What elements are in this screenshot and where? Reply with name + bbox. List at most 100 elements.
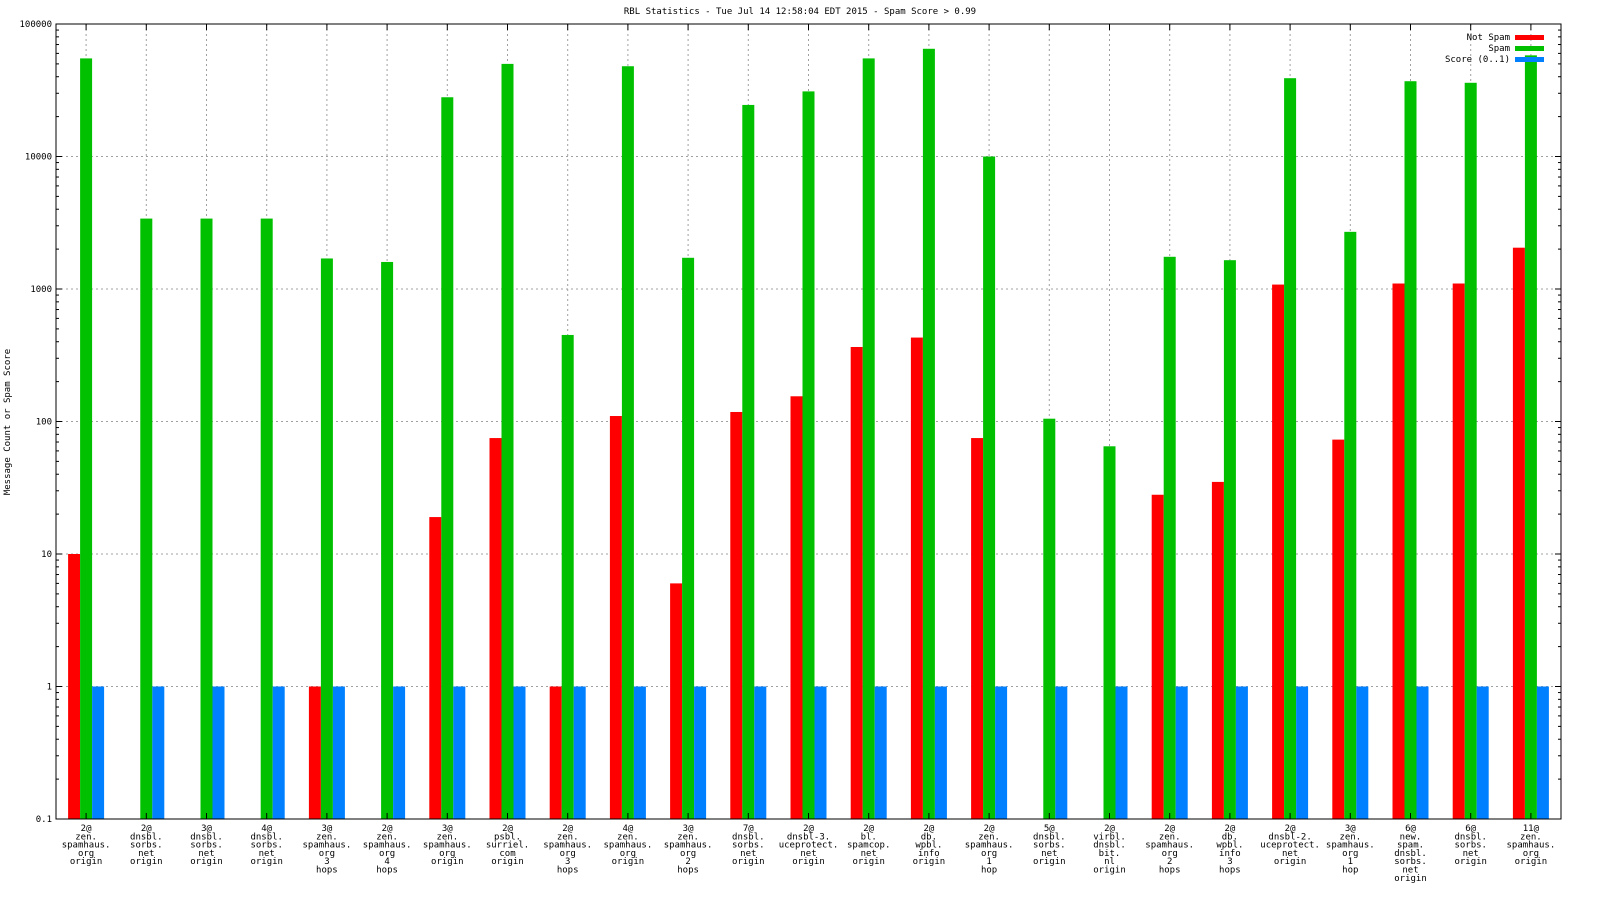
x-tick-label-line: origin xyxy=(792,857,825,867)
x-tick-label-line: origin xyxy=(431,857,464,867)
x-tick-label-line: 2@ xyxy=(1285,824,1296,834)
x-tick-label: 3@ zen. spamhaus. org 3 hops xyxy=(303,824,352,876)
bar-spam xyxy=(1223,260,1236,820)
y-tick-label: 10000 xyxy=(25,153,52,163)
x-tick-label: 3@ dnsbl. sorbs. net origin xyxy=(190,824,223,867)
x-tick-label-line: 2@ xyxy=(81,824,92,834)
bar-not-spam xyxy=(549,686,562,819)
x-tick-label-line: origin xyxy=(130,857,163,867)
y-tick-label: 1000 xyxy=(30,285,52,295)
chart-title: RBL Statistics - Tue Jul 14 12:58:04 EDT… xyxy=(624,7,976,17)
x-tick-label-line: spamhaus. xyxy=(604,841,653,851)
x-tick-label: 2@ bl. spamcop. net origin xyxy=(847,824,890,867)
x-tick-label-line: org xyxy=(78,849,94,859)
x-tick-label-line: spamhaus. xyxy=(543,841,592,851)
bar-spam xyxy=(200,218,213,819)
bar-not-spam xyxy=(609,416,622,819)
x-tick-label-line: net xyxy=(800,849,816,859)
x-tick-label-line: spamhaus. xyxy=(1326,841,1375,851)
x-tick-label-line: org xyxy=(620,849,636,859)
x-tick-label: 7@ dnsbl. sorbs. net origin xyxy=(732,824,765,867)
x-tick-label-line: 2@ xyxy=(863,824,874,834)
bar-spam xyxy=(742,104,755,820)
x-tick-label-line: hop xyxy=(981,866,997,876)
bars xyxy=(68,48,1549,820)
x-tick-label-line: spamhaus. xyxy=(664,841,713,851)
bar-not-spam xyxy=(1392,283,1405,819)
x-tick-label: 6@ dnsbl. sorbs. net origin xyxy=(1454,824,1487,867)
x-tick-label-line: 2@ xyxy=(1164,824,1175,834)
x-tick-label-line: origin xyxy=(913,857,946,867)
x-tick-label-line: 11@ xyxy=(1523,824,1540,834)
x-tick-label-line: 1 xyxy=(1348,857,1353,867)
x-tick-label-line: hops xyxy=(316,866,338,876)
bar-score-0-1 xyxy=(453,686,466,819)
x-tick-label-line: 6@ xyxy=(1465,824,1476,834)
x-tick-label-line: zen. xyxy=(1159,832,1181,842)
x-tick-label-line: hops xyxy=(1219,866,1241,876)
bar-spam xyxy=(1163,256,1176,819)
x-tick-label-line: bit. xyxy=(1099,849,1121,859)
bar-score-0-1 xyxy=(92,686,105,819)
x-tick-label-line: dnsbl. xyxy=(250,832,283,842)
x-tick-label-line: 2@ xyxy=(803,824,814,834)
bar-spam xyxy=(922,48,935,819)
bar-spam xyxy=(80,58,93,820)
x-tick-label-line: 2@ xyxy=(562,824,573,834)
x-tick-label-line: spamhaus. xyxy=(423,841,472,851)
x-tick-label-line: db. xyxy=(921,832,937,842)
y-tick-label: 100 xyxy=(36,418,52,428)
x-tick-label-line: net xyxy=(138,849,154,859)
bar-spam xyxy=(1103,446,1116,819)
bar-spam xyxy=(260,218,273,819)
bar-score-0-1 xyxy=(272,686,285,819)
x-tick-label-line: origin xyxy=(491,857,524,867)
x-tick-label-line: org xyxy=(379,849,395,859)
bar-score-0-1 xyxy=(995,686,1008,819)
x-tick-label-line: bl. xyxy=(861,832,877,842)
x-tick-label: 2@ db. wpbl. info origin xyxy=(913,824,946,867)
legend-label: Not Spam xyxy=(1467,33,1510,43)
x-tick-label-line: dnsbl. xyxy=(1454,832,1487,842)
x-tick-label-line: net xyxy=(259,849,275,859)
bar-score-0-1 xyxy=(934,686,947,819)
bar-score-0-1 xyxy=(212,686,225,819)
x-tick-label-line: 3@ xyxy=(201,824,212,834)
x-tick-label: 2@ dnsbl-2. uceprotect. net origin xyxy=(1260,824,1320,867)
x-tick-label: 3@ zen. spamhaus. org 1 hop xyxy=(1326,824,1375,876)
x-tick-label-line: 3 xyxy=(324,857,329,867)
bar-spam xyxy=(381,261,394,819)
x-tick-label: 2@ psbl. surriel. com origin xyxy=(486,824,529,867)
x-tick-label-line: net xyxy=(1282,849,1298,859)
x-tick-label-line: 3@ xyxy=(1345,824,1356,834)
x-tick-label-line: origin xyxy=(1033,857,1066,867)
x-tick-label: 2@ zen. spamhaus. org 3 hops xyxy=(543,824,592,876)
bar-score-0-1 xyxy=(694,686,707,819)
x-tick-label-line: 3@ xyxy=(321,824,332,834)
x-tick-label-line: net xyxy=(198,849,214,859)
x-tick-label-line: origin xyxy=(1093,866,1126,876)
bar-spam xyxy=(802,91,815,819)
x-tick-label-line: origin xyxy=(1394,874,1427,884)
x-tick-label-line: com xyxy=(499,849,515,859)
x-tick-label-line: net xyxy=(1463,849,1479,859)
x-tick-label-line: sorbs. xyxy=(190,841,223,851)
x-tick-label-line: org xyxy=(319,849,335,859)
x-tick-label: 2@ db. wpbl. info 3 hops xyxy=(1216,824,1243,876)
bar-spam xyxy=(1524,55,1537,820)
x-tick-label-line: spamhaus. xyxy=(62,841,111,851)
x-tick-label: 11@ zen. spamhaus. org origin xyxy=(1507,824,1556,867)
legend-label: Score (0..1) xyxy=(1445,55,1510,65)
bar-not-spam xyxy=(308,686,321,819)
bar-score-0-1 xyxy=(393,686,406,819)
y-axis-ticks: 0.1 1 10 100 1000 10000 100000 xyxy=(19,20,1561,825)
bar-not-spam xyxy=(68,554,81,819)
x-tick-label-line: 2@ xyxy=(984,824,995,834)
bar-score-0-1 xyxy=(1296,686,1309,819)
bar-not-spam xyxy=(1332,439,1345,819)
bar-not-spam xyxy=(910,337,923,819)
x-tick-label: 2@ dnsbl-3. uceprotect. net origin xyxy=(779,824,839,867)
x-tick-label-line: origin xyxy=(1515,857,1548,867)
x-tick-label-line: hops xyxy=(376,866,398,876)
